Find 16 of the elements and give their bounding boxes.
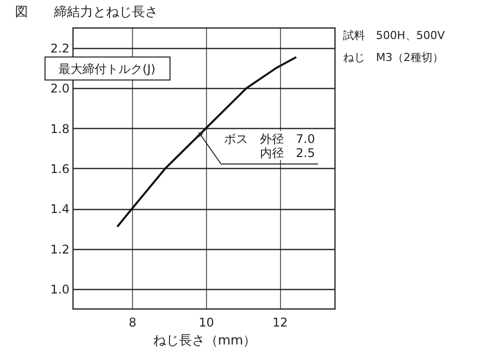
y-tick-label: 1.8 bbox=[50, 122, 70, 136]
text: ねじ M3（2種切） bbox=[343, 51, 444, 64]
y-tick-label: 1.0 bbox=[50, 282, 70, 296]
x-tick-label: 8 bbox=[128, 316, 136, 330]
x-tick-label: 12 bbox=[272, 316, 288, 330]
y-tick-label: 1.4 bbox=[50, 202, 70, 216]
chart-title: 図 締結力とねじ長さ bbox=[15, 5, 158, 20]
y-axis-title: 最大締付トルク(J) bbox=[58, 62, 156, 76]
y-tick-label: 2.0 bbox=[50, 82, 70, 96]
y-tick-label: 1.6 bbox=[50, 162, 70, 176]
text: 試料 500H、500V bbox=[343, 29, 446, 42]
y-tick-label: 1.2 bbox=[50, 242, 70, 256]
x-axis-title: ねじ長さ（mm） bbox=[152, 334, 256, 348]
x-tick-label: 10 bbox=[198, 316, 214, 330]
y-tick-label: 2.2 bbox=[50, 42, 70, 56]
annotation: ボス 外径 7.0 内径 2.5 bbox=[224, 132, 315, 160]
